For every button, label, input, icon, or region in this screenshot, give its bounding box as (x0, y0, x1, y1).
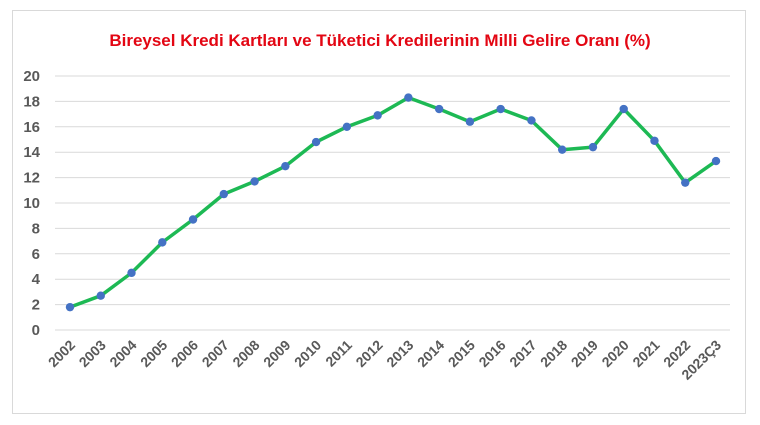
x-tick-label: 2003 (76, 337, 109, 370)
x-tick-label: 2005 (137, 337, 170, 370)
y-axis-ticks: 0 2 4 6 8 10 12 14 16 18 20 (23, 68, 40, 339)
y-tick-label: 2 (32, 297, 40, 314)
x-tick-label: 2006 (168, 337, 201, 370)
data-point (188, 215, 198, 224)
chart-title: Bireysel Kredi Kartları ve Tüketici Kred… (109, 31, 650, 50)
y-tick-label: 20 (23, 68, 40, 85)
data-point (496, 104, 505, 114)
data-point (404, 93, 413, 102)
data-point (127, 268, 136, 278)
x-tick-label: 2020 (598, 337, 631, 370)
y-tick-label: 10 (23, 195, 40, 212)
x-tick-label: 2004 (106, 337, 139, 370)
x-tick-label: 2021 (629, 337, 662, 370)
data-point (681, 178, 690, 187)
data-point (465, 117, 475, 126)
x-tick-label: 2016 (475, 337, 508, 370)
data-point (311, 137, 321, 147)
x-tick-label: 2012 (352, 337, 385, 370)
x-tick-label: 2010 (291, 337, 324, 370)
data-point (373, 111, 382, 120)
y-tick-label: 0 (32, 322, 40, 339)
data-point (219, 189, 229, 199)
x-axis-ticks: 2002200320042005200620072008200920102011… (45, 337, 724, 383)
y-tick-label: 18 (23, 93, 40, 110)
data-point (342, 122, 352, 131)
data-point (650, 136, 659, 145)
y-tick-label: 12 (23, 170, 40, 187)
data-point (281, 161, 290, 171)
y-tick-label: 8 (32, 220, 40, 237)
data-point (158, 238, 167, 247)
data-point (250, 177, 259, 186)
data-point (711, 156, 721, 166)
data-point (557, 145, 567, 154)
x-tick-label: 2015 (445, 337, 478, 370)
grid-lines (55, 75, 730, 331)
x-tick-label: 2009 (260, 337, 293, 370)
x-tick-label: 2013 (383, 337, 416, 370)
y-tick-label: 4 (32, 271, 41, 288)
x-tick-label: 2002 (45, 337, 78, 370)
series-line (68, 95, 718, 309)
data-point (619, 104, 628, 114)
data-points (65, 93, 721, 312)
x-tick-label: 2008 (229, 337, 262, 370)
y-tick-label: 14 (23, 144, 40, 161)
data-point (527, 116, 536, 125)
y-tick-label: 6 (32, 246, 40, 263)
x-tick-label: 2018 (537, 337, 570, 370)
x-tick-label: 2011 (322, 337, 355, 370)
data-point (65, 302, 75, 312)
x-tick-label: 2007 (199, 337, 232, 370)
data-point (96, 291, 105, 300)
x-tick-label: 2014 (414, 337, 447, 370)
data-point (434, 104, 444, 114)
chart-container (12, 10, 746, 414)
x-tick-label: 2019 (568, 337, 601, 370)
x-tick-label: 2017 (506, 337, 539, 370)
y-tick-label: 16 (23, 119, 40, 136)
data-point (588, 142, 598, 152)
